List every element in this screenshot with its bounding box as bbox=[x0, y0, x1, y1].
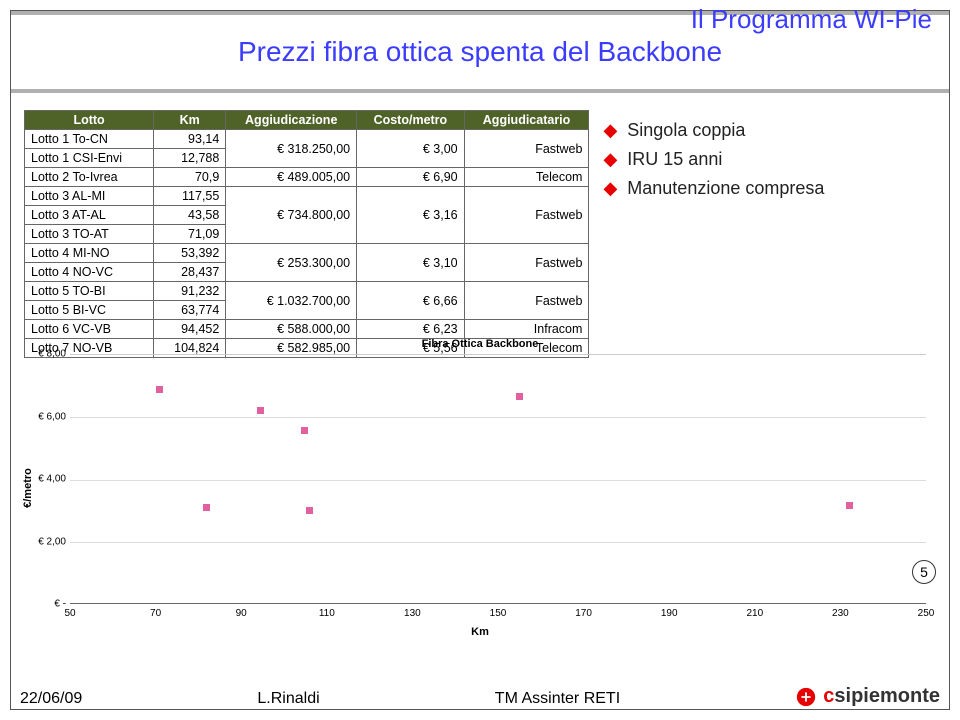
x-tick: 250 bbox=[918, 608, 935, 619]
x-tick: 110 bbox=[319, 608, 335, 619]
footer-context: TM Assinter RETI bbox=[495, 690, 620, 708]
table-row: Lotto 3 AL-MI117,55€ 734.800,00€ 3,16Fas… bbox=[25, 187, 589, 206]
x-tick: 230 bbox=[832, 608, 849, 619]
logo: csipiemonte bbox=[795, 685, 940, 708]
data-point bbox=[203, 504, 210, 511]
page-title: Prezzi fibra ottica spenta del Backbone bbox=[0, 36, 960, 68]
table-header: Lotto bbox=[25, 111, 154, 130]
table-row: Lotto 2 To-Ivrea70,9€ 489.005,00€ 6,90Te… bbox=[25, 168, 589, 187]
data-point bbox=[156, 386, 163, 393]
y-tick: € 8,00 bbox=[38, 349, 66, 360]
table-row: Lotto 4 MI-NO53,392€ 253.300,00€ 3,10Fas… bbox=[25, 244, 589, 263]
x-tick: 70 bbox=[150, 608, 161, 619]
data-point bbox=[301, 427, 308, 434]
scatter-chart: Fibra Ottica Backbone €/metro € -€ 2,00€… bbox=[24, 338, 936, 638]
x-tick: 90 bbox=[236, 608, 247, 619]
table-header: Aggiudicatario bbox=[464, 111, 589, 130]
table-row: Lotto 6 VC-VB94,452€ 588.000,00€ 6,23Inf… bbox=[25, 320, 589, 339]
y-tick: € 4,00 bbox=[38, 474, 66, 485]
table-row: Lotto 5 TO-BI91,232€ 1.032.700,00€ 6,66F… bbox=[25, 282, 589, 301]
chart-title: Fibra Ottica Backbone bbox=[24, 338, 936, 350]
x-tick: 150 bbox=[490, 608, 507, 619]
table-header: Costo/metro bbox=[357, 111, 465, 130]
page-number: 5 bbox=[912, 560, 936, 584]
footer-author: L.Rinaldi bbox=[257, 690, 319, 708]
data-point bbox=[516, 393, 523, 400]
bullet-item: ◆Singola coppia bbox=[603, 116, 936, 145]
table-header: Km bbox=[154, 111, 226, 130]
data-point bbox=[846, 502, 853, 509]
program-label: Il Programma WI-Pie bbox=[691, 4, 932, 35]
x-tick: 170 bbox=[575, 608, 592, 619]
y-tick: € 6,00 bbox=[38, 411, 66, 422]
bullet-item: ◆Manutenzione compresa bbox=[603, 174, 936, 203]
data-point bbox=[306, 507, 313, 514]
x-tick: 210 bbox=[746, 608, 763, 619]
table-row: Lotto 1 To-CN93,14€ 318.250,00€ 3,00Fast… bbox=[25, 130, 589, 149]
bullet-item: ◆IRU 15 anni bbox=[603, 145, 936, 174]
x-tick: 130 bbox=[404, 608, 421, 619]
y-tick: € 2,00 bbox=[38, 536, 66, 547]
data-point bbox=[257, 407, 264, 414]
footer-date: 22/06/09 bbox=[20, 690, 82, 708]
x-tick: 50 bbox=[64, 608, 75, 619]
x-axis-title: Km bbox=[24, 626, 936, 638]
x-tick: 190 bbox=[661, 608, 678, 619]
pricing-table: LottoKmAggiudicazioneCosto/metroAggiudic… bbox=[24, 110, 589, 358]
table-header: Aggiudicazione bbox=[226, 111, 357, 130]
